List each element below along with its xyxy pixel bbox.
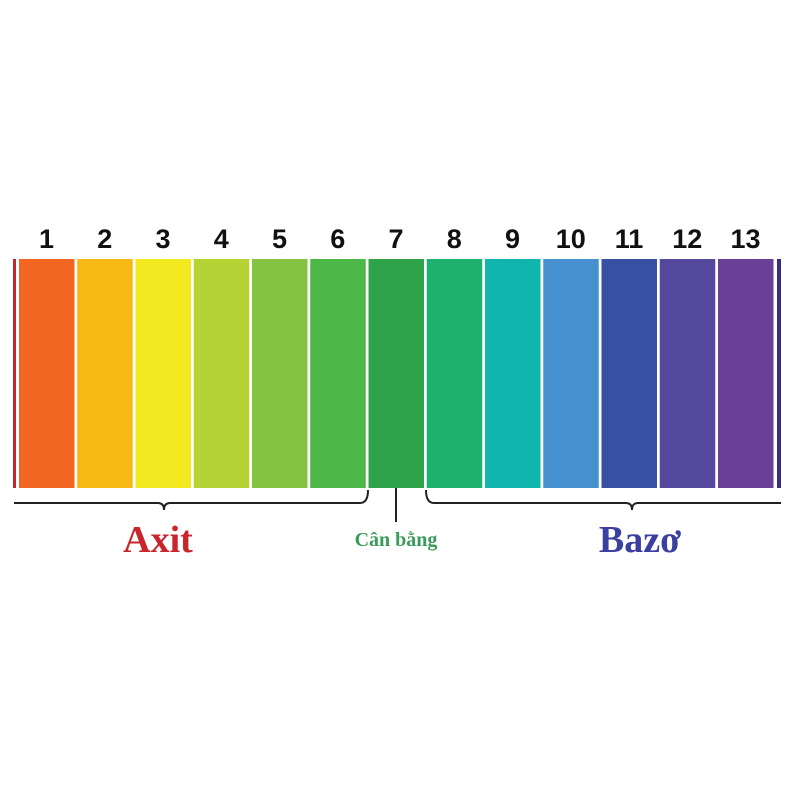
base-label: Bazơ xyxy=(599,519,681,561)
ph-bar-3 xyxy=(135,259,191,488)
right-edge-strip xyxy=(777,259,781,488)
ph-number-11: 11 xyxy=(615,224,644,254)
ph-bar-1 xyxy=(19,259,75,488)
ph-bar-5 xyxy=(252,259,308,488)
neutral-label: Cân bằng xyxy=(355,529,438,551)
acid-bracket xyxy=(14,489,369,511)
ph-bar-6 xyxy=(310,259,366,488)
ph-number-6: 6 xyxy=(330,224,345,254)
ph-number-12: 12 xyxy=(672,224,702,254)
base-bracket xyxy=(425,489,781,511)
ph-number-1: 1 xyxy=(39,224,54,254)
ph-number-7: 7 xyxy=(388,224,403,254)
ph-number-5: 5 xyxy=(272,224,287,254)
ph-number-4: 4 xyxy=(214,224,229,254)
ph-bar-9 xyxy=(485,259,541,488)
ph-bar-7 xyxy=(368,259,424,488)
ph-bar-8 xyxy=(426,259,483,488)
ph-number-2: 2 xyxy=(97,224,112,254)
ph-number-10: 10 xyxy=(556,224,586,254)
ph-bar-2 xyxy=(77,259,133,488)
acid-label: Axit xyxy=(123,519,193,561)
left-edge-strip xyxy=(13,259,16,488)
ph-bar-12 xyxy=(659,259,716,488)
ph-number-3: 3 xyxy=(155,224,170,254)
ph-number-8: 8 xyxy=(447,224,462,254)
ph-bar-10 xyxy=(543,259,599,488)
ph-bar-13 xyxy=(718,259,774,488)
ph-bar-4 xyxy=(193,259,250,488)
ph-bar-11 xyxy=(601,259,657,488)
ph-number-13: 13 xyxy=(730,224,760,254)
ph-number-9: 9 xyxy=(505,224,520,254)
